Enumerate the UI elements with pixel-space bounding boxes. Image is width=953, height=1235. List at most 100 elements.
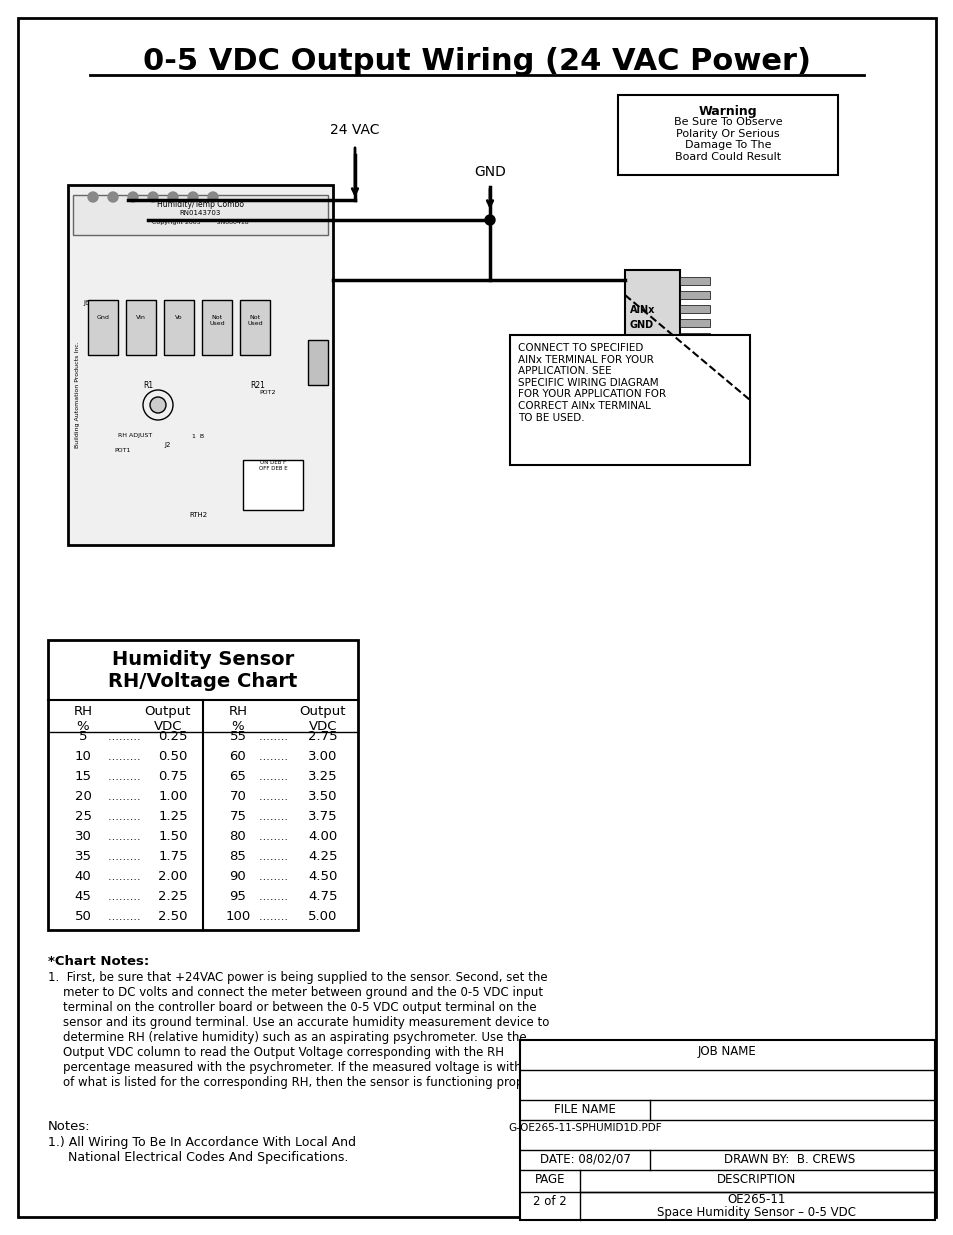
Text: POT1: POT1 <box>114 447 132 452</box>
Text: 0.50: 0.50 <box>158 751 188 763</box>
Text: 24 VAC: 24 VAC <box>330 124 379 137</box>
Text: 30: 30 <box>74 830 91 844</box>
Text: 2.75: 2.75 <box>308 730 337 743</box>
Circle shape <box>150 396 166 412</box>
Text: 4.25: 4.25 <box>308 851 337 863</box>
Text: 70: 70 <box>230 790 246 804</box>
Text: Space Humidity Sensor – 0-5 VDC: Space Humidity Sensor – 0-5 VDC <box>657 1207 856 1219</box>
Text: .........: ......... <box>108 852 144 862</box>
Text: Copyright 2003        SN080418: Copyright 2003 SN080418 <box>152 220 249 225</box>
Bar <box>679 333 709 341</box>
Bar <box>679 277 709 285</box>
Text: Output
VDC: Output VDC <box>299 705 346 734</box>
Text: DATE: 08/02/07: DATE: 08/02/07 <box>539 1153 630 1166</box>
Circle shape <box>484 215 495 225</box>
Circle shape <box>188 191 198 203</box>
Text: ........: ........ <box>258 772 291 782</box>
Text: 3.50: 3.50 <box>308 790 337 804</box>
Text: 1.25: 1.25 <box>158 810 188 824</box>
Text: 1.) All Wiring To Be In Accordance With Local And
     National Electrical Codes: 1.) All Wiring To Be In Accordance With … <box>48 1136 355 1165</box>
Text: ........: ........ <box>258 752 291 762</box>
Bar <box>308 340 328 385</box>
Text: 25: 25 <box>74 810 91 824</box>
Text: 3.25: 3.25 <box>308 771 337 783</box>
Bar <box>73 195 328 235</box>
Text: 60: 60 <box>230 751 246 763</box>
Bar <box>202 300 232 354</box>
Text: DESCRIPTION: DESCRIPTION <box>717 1173 796 1186</box>
Text: *Chart Notes:: *Chart Notes: <box>48 955 149 968</box>
Text: J6: J6 <box>83 300 90 306</box>
Text: ........: ........ <box>258 852 291 862</box>
Text: R21: R21 <box>251 380 265 389</box>
Text: 0-5 VDC Output Wiring (24 VAC Power): 0-5 VDC Output Wiring (24 VAC Power) <box>143 47 810 77</box>
Bar <box>48 640 357 930</box>
Text: 1.  First, be sure that +24VAC power is being supplied to the sensor. Second, se: 1. First, be sure that +24VAC power is b… <box>48 971 554 1089</box>
Text: 2 of 2: 2 of 2 <box>533 1195 566 1208</box>
Text: JOB NAME: JOB NAME <box>698 1045 756 1058</box>
Text: .........: ......... <box>108 792 144 802</box>
Text: 1.75: 1.75 <box>158 851 188 863</box>
Text: Humidity Sensor
RH/Voltage Chart: Humidity Sensor RH/Voltage Chart <box>109 650 297 692</box>
Circle shape <box>128 191 138 203</box>
Bar <box>519 1040 934 1220</box>
Text: 5.00: 5.00 <box>308 910 337 924</box>
Text: Warning: Warning <box>698 105 757 119</box>
Bar <box>88 300 118 354</box>
Text: ........: ........ <box>258 892 291 902</box>
Text: FILE NAME: FILE NAME <box>554 1103 616 1116</box>
Text: ........: ........ <box>258 811 291 823</box>
Text: Output
VDC: Output VDC <box>145 705 191 734</box>
Text: 5: 5 <box>79 730 87 743</box>
Text: 2.50: 2.50 <box>158 910 188 924</box>
Bar <box>243 459 303 510</box>
Text: 1  B: 1 B <box>192 435 204 440</box>
Text: 85: 85 <box>230 851 246 863</box>
Text: R1: R1 <box>143 380 152 389</box>
Text: 4.00: 4.00 <box>308 830 337 844</box>
Bar <box>164 300 193 354</box>
Text: 50: 50 <box>74 910 91 924</box>
Text: .........: ......... <box>108 892 144 902</box>
Text: 3.75: 3.75 <box>308 810 337 824</box>
Text: 95: 95 <box>230 890 246 904</box>
Text: J2: J2 <box>165 442 171 448</box>
Bar <box>618 95 837 175</box>
Bar <box>679 305 709 312</box>
Text: 2.00: 2.00 <box>158 871 188 883</box>
Text: 20: 20 <box>74 790 91 804</box>
Text: Humidity/Temp Combo: Humidity/Temp Combo <box>157 200 244 209</box>
Text: 35: 35 <box>74 851 91 863</box>
Circle shape <box>168 191 178 203</box>
Text: ........: ........ <box>258 911 291 923</box>
Text: 90: 90 <box>230 871 246 883</box>
Text: Notes:: Notes: <box>48 1120 91 1132</box>
Text: ........: ........ <box>258 832 291 842</box>
Text: .........: ......... <box>108 832 144 842</box>
Text: 2.25: 2.25 <box>158 890 188 904</box>
Text: RTH2: RTH2 <box>189 513 207 517</box>
Text: ........: ........ <box>258 872 291 882</box>
Text: 100: 100 <box>225 910 251 924</box>
Bar <box>240 300 270 354</box>
Text: 80: 80 <box>230 830 246 844</box>
Text: 15: 15 <box>74 771 91 783</box>
Text: G-OE265-11-SPHUMID1D.PDF: G-OE265-11-SPHUMID1D.PDF <box>508 1123 661 1132</box>
Text: AINx: AINx <box>629 305 655 315</box>
Circle shape <box>208 191 218 203</box>
Text: Gnd: Gnd <box>96 315 110 320</box>
Text: 45: 45 <box>74 890 91 904</box>
Bar <box>126 300 156 354</box>
Text: RH
%: RH % <box>229 705 247 734</box>
Text: ON DEB F
OFF DEB E: ON DEB F OFF DEB E <box>258 459 287 471</box>
Text: .........: ......... <box>108 872 144 882</box>
Bar <box>510 335 749 466</box>
Text: Vin: Vin <box>136 315 146 320</box>
Text: 10: 10 <box>74 751 91 763</box>
Text: Be Sure To Observe
Polarity Or Serious
Damage To The
Board Could Result: Be Sure To Observe Polarity Or Serious D… <box>673 117 781 162</box>
Text: RN0143703: RN0143703 <box>179 210 221 216</box>
Text: .........: ......... <box>108 772 144 782</box>
Text: .........: ......... <box>108 752 144 762</box>
Circle shape <box>88 191 98 203</box>
Text: 75: 75 <box>230 810 246 824</box>
